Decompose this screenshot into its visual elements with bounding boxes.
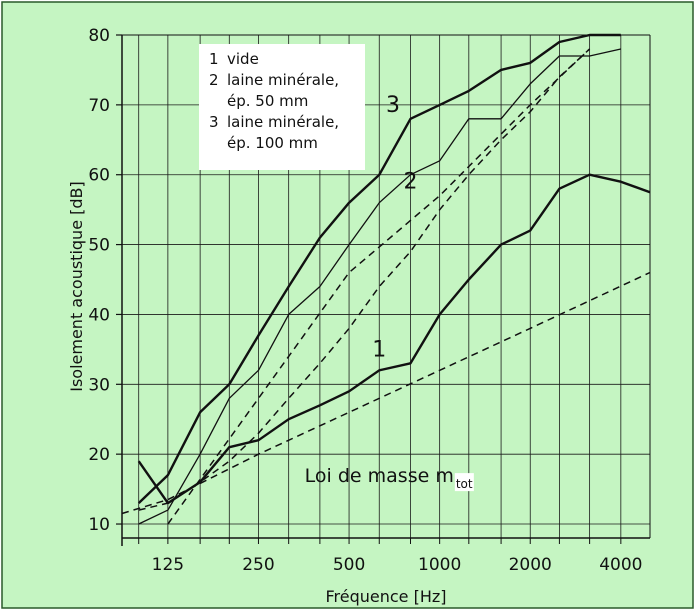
legend-entry-number: 2: [209, 71, 219, 89]
y-tick-label: 60: [88, 166, 110, 186]
x-tick-label: 125: [152, 555, 184, 575]
mass-law-annotation-subscript: tot: [456, 477, 473, 491]
x-tick-label: 2000: [509, 555, 552, 575]
plot-area: 10 20 30 40 50 60 70 80 125 250 500 1000 2000 4000 1 2 3…: [88, 26, 651, 575]
series-label-3: 3: [386, 93, 400, 118]
series-line-mass-law: [167, 48, 591, 525]
y-tick-label: 70: [88, 96, 110, 116]
legend-entry-text: ép. 50 mm: [227, 92, 308, 110]
x-tick-label: 1000: [418, 555, 461, 575]
legend-entry-text: laine minérale,: [227, 113, 339, 131]
legend-entry-text: ép. 100 mm: [227, 134, 318, 152]
legend-entry-number: 3: [209, 113, 219, 131]
legend-entry-number: 1: [209, 50, 219, 68]
series-line-1: [137, 173, 651, 505]
series-line-mass-law: [121, 271, 651, 515]
legend-entry-text: laine minérale,: [227, 71, 339, 89]
y-axis-label: Isolement acoustique [dB]: [67, 181, 86, 392]
series-label-1: 1: [372, 337, 386, 362]
legend-entry-text: vide: [227, 50, 259, 68]
y-tick-label: 20: [88, 445, 110, 465]
series-line-2: [138, 48, 621, 525]
series-line-mass-law: [138, 48, 591, 511]
series-line-3: [137, 33, 621, 504]
x-axis-label: Fréquence [Hz]: [325, 587, 446, 606]
x-tick-label: 4000: [599, 555, 642, 575]
series-label-2: 2: [403, 170, 417, 195]
y-tick-label: 10: [88, 515, 110, 535]
x-tick-label: 250: [242, 555, 274, 575]
y-tick-label: 50: [88, 236, 110, 256]
annotation-subscript-box: [454, 473, 474, 492]
y-tick-label: 30: [88, 375, 110, 395]
legend-box: [199, 44, 365, 170]
mass-law-annotation: Loi de masse m: [305, 465, 454, 487]
y-tick-label: 80: [88, 26, 110, 46]
y-tick-label: 40: [88, 305, 110, 325]
x-tick-label: 500: [333, 555, 365, 575]
